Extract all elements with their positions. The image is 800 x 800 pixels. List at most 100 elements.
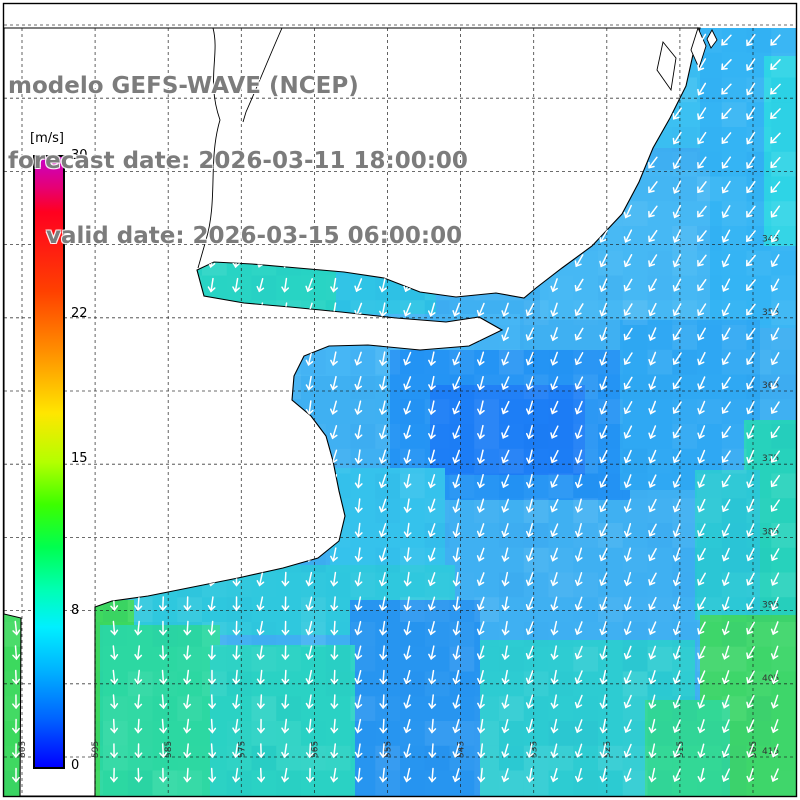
sea-cell (103, 696, 128, 721)
sea-cell (326, 548, 351, 573)
wind-arrow (697, 498, 706, 513)
wind-arrow (207, 620, 216, 636)
wind-arrow (697, 107, 707, 120)
wind-arrow (329, 425, 338, 440)
wind-arrow (525, 351, 534, 366)
wind-arrow (330, 718, 339, 734)
wind-arrow (183, 596, 192, 612)
sea-cell (622, 795, 648, 796)
wind-arrow (305, 620, 314, 636)
wind-arrow (599, 621, 608, 636)
wind-arrow (623, 327, 633, 341)
lat-label: 405 (762, 674, 779, 684)
wind-arrow (599, 376, 608, 391)
wind-arrow (501, 498, 509, 513)
sea-cell (424, 721, 450, 746)
wind-arrow (672, 327, 682, 341)
sea-cell (202, 597, 227, 622)
wind-arrow (452, 571, 461, 587)
sea-cell (747, 325, 772, 350)
sea-cell (697, 597, 722, 622)
wind-arrow (379, 620, 388, 636)
sea-cell (202, 622, 227, 647)
wind-arrow (525, 376, 534, 391)
wind-arrow (159, 669, 168, 685)
wind-arrow (623, 425, 633, 439)
sea-cell (128, 696, 153, 721)
wind-arrow (501, 669, 510, 685)
sea-cell (351, 573, 376, 598)
sea-cell (549, 622, 574, 647)
wind-arrow (281, 571, 290, 587)
wind-arrow (697, 474, 706, 489)
wind-arrow (134, 767, 143, 783)
sea-cell (573, 771, 598, 796)
wind-arrow (330, 351, 338, 367)
wind-arrow (110, 645, 119, 661)
wind-arrow (770, 425, 780, 439)
wind-arrow (550, 620, 559, 636)
sea-cell (425, 498, 450, 523)
wind-arrow (623, 204, 632, 219)
wind-arrow (427, 572, 436, 587)
wind-arrow (550, 718, 559, 734)
wind-arrow (550, 498, 559, 513)
sea-cell (524, 696, 549, 721)
wind-arrow (452, 351, 461, 366)
wind-arrow (697, 303, 707, 316)
wind-arrow (427, 449, 436, 464)
lagoon-outline (706, 29, 718, 49)
wind-arrow (403, 571, 412, 587)
sea-cell (746, 250, 772, 276)
wind-arrow (330, 277, 338, 293)
wind-arrow (746, 82, 756, 96)
wind-arrow (428, 694, 437, 710)
colorbar-tick-label: 30 (71, 148, 88, 163)
sea-cell (276, 647, 301, 672)
wind-arrow (354, 669, 363, 685)
wind-arrow (110, 694, 119, 710)
sea-cell (326, 424, 351, 449)
lat-label: 345 (762, 235, 779, 245)
wind-arrow (574, 303, 584, 317)
wind-arrow (452, 425, 461, 440)
wind-arrow (721, 278, 731, 292)
wind-arrow (648, 596, 657, 611)
sea-cell (474, 448, 499, 474)
wind-arrow (550, 572, 559, 587)
wind-arrow (574, 572, 583, 587)
wind-arrow (672, 743, 681, 758)
sea-cell (425, 350, 450, 375)
wind-arrow (403, 620, 412, 636)
sea-cell (425, 622, 450, 647)
sea-cell (202, 771, 227, 796)
sea-cell (722, 771, 747, 796)
wind-arrow (110, 718, 119, 734)
sea-color-patch (645, 700, 730, 796)
wind-arrow (477, 375, 485, 391)
wind-arrow (403, 743, 412, 758)
sea-cell (474, 498, 499, 523)
wind-arrow (379, 743, 388, 759)
wind-arrow (134, 669, 143, 685)
wind-arrow (378, 474, 387, 489)
sea-cell (474, 770, 499, 796)
wind-arrow (159, 620, 167, 636)
wind-arrow (746, 621, 756, 635)
wind-arrow (305, 694, 314, 710)
sea-cell (301, 597, 326, 622)
wind-arrow (550, 400, 559, 415)
wind-arrow (623, 768, 632, 783)
sea-cell (573, 721, 598, 746)
wind-arrow (403, 498, 412, 514)
wind-arrow (232, 645, 241, 661)
wind-arrow (354, 498, 363, 514)
wind-arrow (256, 694, 265, 710)
sea-cell (474, 721, 499, 746)
wind-arrow (697, 767, 706, 783)
wind-arrow (232, 743, 241, 759)
wind-arrow (648, 205, 658, 218)
wind-arrow (476, 351, 485, 366)
sea-cell (523, 498, 549, 523)
wind-arrow (159, 767, 167, 783)
